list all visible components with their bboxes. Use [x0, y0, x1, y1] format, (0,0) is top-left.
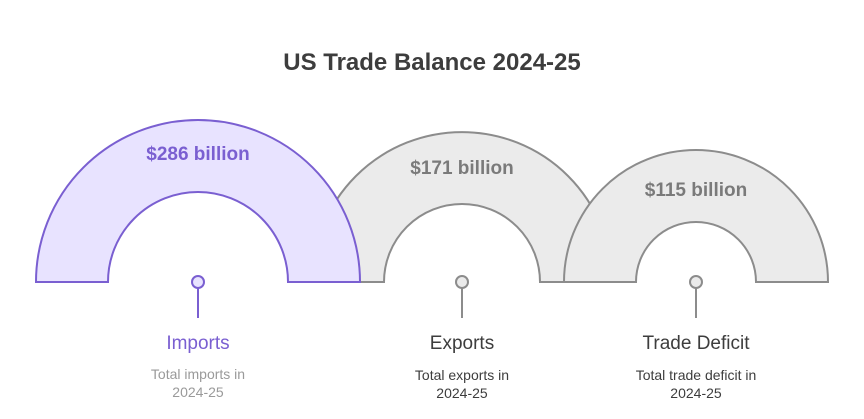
- trade-deficit-arch: [562, 149, 830, 283]
- imports-pin: [191, 275, 205, 318]
- trade-deficit-pin-dot: [689, 275, 703, 289]
- trade-deficit-description-line1: Total trade deficit in: [636, 367, 757, 383]
- diagram-title: US Trade Balance 2024-25: [283, 49, 581, 76]
- exports-description-line2: 2024-25: [436, 385, 488, 401]
- exports-pin: [455, 275, 469, 318]
- imports-description-line2: 2024-25: [172, 384, 224, 400]
- trade-deficit-label: Trade Deficit: [643, 333, 751, 354]
- imports-arch: [34, 119, 362, 283]
- exports-description-line1: Total exports in: [415, 367, 509, 383]
- trade-deficit-pin: [689, 275, 703, 318]
- imports-label: Imports: [166, 333, 229, 354]
- trade-deficit-description-line2: 2024-25: [670, 385, 722, 401]
- trade-deficit-value: $115 billion: [645, 180, 747, 201]
- exports-value: $171 billion: [410, 158, 513, 179]
- exports-pin-dot: [455, 275, 469, 289]
- imports-value: $286 billion: [146, 144, 249, 165]
- imports-description-line1: Total imports in: [151, 366, 245, 382]
- exports-label: Exports: [430, 333, 494, 354]
- imports-pin-dot: [191, 275, 205, 289]
